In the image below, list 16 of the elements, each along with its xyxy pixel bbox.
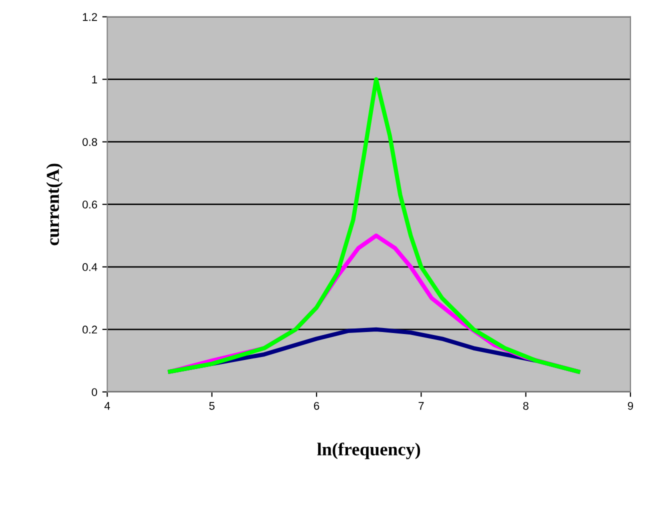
x-tick-label: 8 <box>523 402 528 410</box>
line-series <box>168 77 580 374</box>
y-tick-label: 0.2 <box>82 326 97 334</box>
x-tick-label: 6 <box>314 402 320 410</box>
y-tick-label: 1 <box>92 76 97 84</box>
y-axis-title: current(A) <box>46 164 63 246</box>
x-tick-label: 7 <box>418 402 424 410</box>
x-tick-label: 4 <box>104 402 110 410</box>
y-tick-label: 0.6 <box>82 200 98 208</box>
x-tick-label: 5 <box>209 402 215 410</box>
y-tick-label: 0.4 <box>82 263 98 272</box>
y-tick-label: 0.8 <box>82 138 98 146</box>
x-axis-title: ln(frequency) <box>317 442 420 460</box>
y-tick-label: 1.2 <box>82 13 97 21</box>
x-tick-label: 9 <box>628 402 634 410</box>
y-tick-label: 0 <box>92 388 98 396</box>
